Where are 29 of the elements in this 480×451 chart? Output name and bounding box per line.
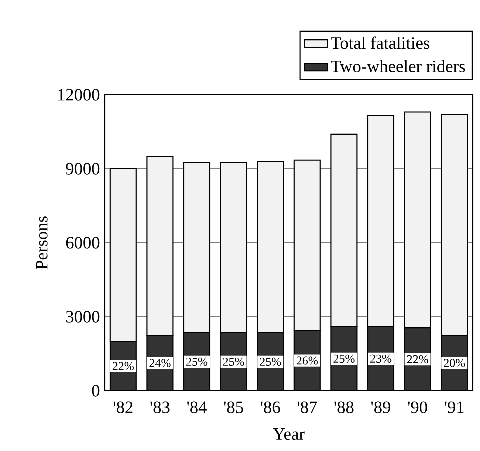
annotation: 22% xyxy=(112,362,134,370)
legend-label: Two-wheeler riders xyxy=(331,60,466,72)
x-tick-label: '84 xyxy=(188,402,207,414)
legend-label: Total fatalities xyxy=(331,36,430,50)
annotation: 20% xyxy=(444,359,466,368)
y-tick-label: 12000 xyxy=(58,89,100,101)
x-tick-label: '85 xyxy=(224,402,244,414)
annotation: 26% xyxy=(296,356,318,365)
y-axis-title: Persons xyxy=(36,216,48,270)
annotation: 22% xyxy=(407,355,428,364)
x-tick-label: '90 xyxy=(408,402,428,414)
annotation: 25% xyxy=(260,358,282,366)
annotation: 25% xyxy=(223,358,244,366)
x-tick-label: '86 xyxy=(261,402,280,414)
x-tick-label: '91 xyxy=(445,402,464,414)
y-tick-label: 9000 xyxy=(66,163,100,175)
annotation: 24% xyxy=(150,359,171,368)
x-tick-label: '83 xyxy=(150,402,170,414)
x-tick-label: '82 xyxy=(114,402,133,414)
annotation: 25% xyxy=(334,354,355,363)
y-tick-label: 6000 xyxy=(66,237,100,249)
x-tick-label: '89 xyxy=(372,402,390,414)
x-tick-label: '87 xyxy=(298,402,318,414)
y-tick-label: 3000 xyxy=(66,311,100,323)
x-axis-title: Year xyxy=(273,428,305,440)
y-tick-label: 0 xyxy=(92,385,100,397)
annotation: 23% xyxy=(370,354,392,363)
x-tick-label: '88 xyxy=(334,402,354,414)
annotation: 25% xyxy=(186,358,208,366)
